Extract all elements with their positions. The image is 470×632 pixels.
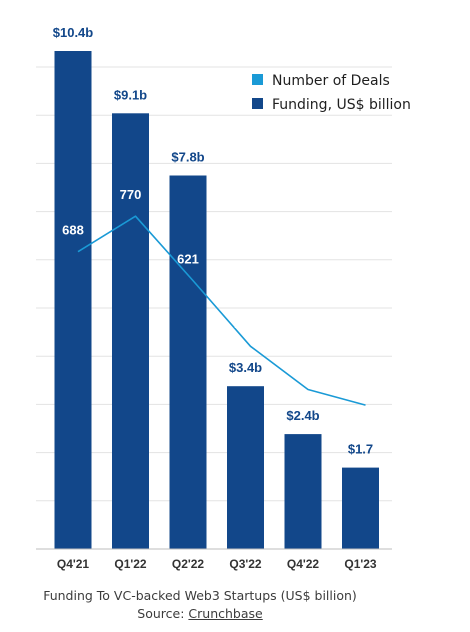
deals-value-label: 369 xyxy=(292,361,314,376)
funding-bar xyxy=(227,386,264,549)
deals-value-label: 333 xyxy=(350,376,372,391)
funding-bar xyxy=(284,434,322,549)
x-tick-label: Q1'22 xyxy=(114,557,147,571)
funding-value-label: $10.4b xyxy=(53,25,94,40)
funding-value-label: $9.1b xyxy=(114,87,147,102)
x-tick-label: Q2'22 xyxy=(172,557,205,571)
legend-label-funding: Funding, US$ billion xyxy=(272,97,411,113)
deals-value-label: 469 xyxy=(235,317,257,332)
x-tick-label: Q4'21 xyxy=(57,557,90,571)
funding-bar xyxy=(169,175,207,549)
funding-value-labels: $10.4b $9.1b $7.8b $3.4b $2.4b $1.7 xyxy=(53,25,373,457)
source-link[interactable]: Crunchbase xyxy=(188,606,263,621)
x-tick-labels: Q4'21 Q1'22 Q2'22 Q3'22 Q4'22 Q1'23 xyxy=(57,557,377,571)
x-tick-label: Q3'22 xyxy=(229,557,262,571)
deals-value-label: 770 xyxy=(120,187,142,202)
funding-value-label: $1.7 xyxy=(348,442,373,457)
deals-line-series xyxy=(77,215,366,406)
funding-value-label: $2.4b xyxy=(286,408,319,423)
funding-value-label: $7.8b xyxy=(171,150,204,165)
deals-value-label: 621 xyxy=(177,252,199,267)
deals-value-label: 688 xyxy=(62,223,84,238)
deals-value-labels: 688 770 621 469 369 333 xyxy=(62,187,371,391)
funding-bar xyxy=(112,113,149,550)
x-tick-label: Q4'22 xyxy=(287,557,320,571)
funding-value-label: $3.4b xyxy=(229,360,262,375)
funding-chart: Q4'21 Q1'22 Q2'22 Q3'22 Q4'22 Q1'23 $10.4b $9.… xyxy=(36,25,411,571)
source-prefix: Source: xyxy=(137,606,189,621)
source-line: Source: Crunchbase xyxy=(0,606,400,621)
deals-line xyxy=(77,215,366,406)
legend: Number of Deals Funding, US$ billion xyxy=(252,73,411,113)
funding-bar xyxy=(342,467,379,549)
chart-caption: Funding To VC-backed Web3 Startups (US$ … xyxy=(43,588,357,603)
grid-lines xyxy=(36,66,392,502)
funding-bars xyxy=(54,51,379,550)
legend-swatch-deals xyxy=(252,74,263,85)
legend-swatch-funding xyxy=(252,98,263,109)
x-tick-label: Q1'23 xyxy=(344,557,377,571)
legend-label-deals: Number of Deals xyxy=(272,73,390,89)
funding-bar xyxy=(54,51,92,549)
